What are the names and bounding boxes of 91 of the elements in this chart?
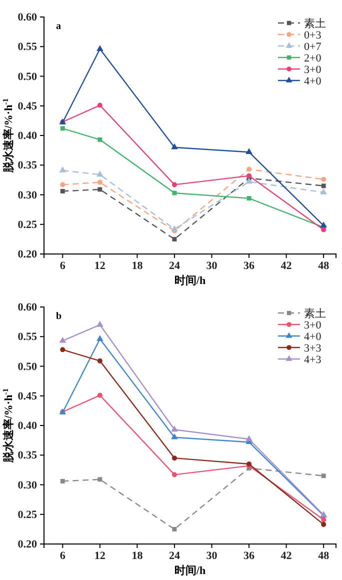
point: [171, 225, 178, 232]
x-tick-label: 24: [168, 550, 180, 562]
point: [246, 148, 252, 154]
point: [321, 522, 326, 527]
y-tick-label: 0.35: [18, 450, 38, 462]
x-tick-label: 24: [168, 260, 180, 272]
legend-label: 素土: [304, 307, 326, 320]
y-tick-label: 0.25: [18, 218, 38, 231]
point: [246, 196, 252, 201]
y-tick-label: 0.20: [18, 538, 38, 551]
y-tick-label: 0.60: [18, 302, 38, 314]
legend-label: 4+0: [304, 76, 322, 88]
x-tick-label: 36: [244, 550, 256, 562]
x-tick-label: 18: [132, 550, 144, 562]
y-tick-label: 0.30: [18, 189, 38, 202]
legend-label: 0+3: [304, 30, 322, 42]
y-tick-label: 0.60: [18, 12, 38, 24]
x-tick-label: 18: [132, 260, 144, 272]
legend-label: 0+7: [304, 41, 322, 53]
chart-title: b: [56, 311, 62, 322]
point: [246, 178, 252, 184]
point: [97, 392, 102, 398]
y-tick-label: 0.30: [18, 479, 38, 492]
y-tick-label: 0.40: [18, 420, 38, 432]
x-tick-label: 48: [318, 260, 330, 272]
point: [246, 166, 252, 172]
point: [172, 472, 177, 478]
point: [60, 347, 66, 352]
point: [60, 126, 65, 131]
x-tick-label: 12: [94, 550, 106, 562]
y-tick-label: 0.25: [18, 508, 38, 521]
y-tick-label: 0.35: [18, 160, 38, 172]
point: [172, 190, 177, 196]
x-tick-label: 6: [60, 260, 66, 272]
legend-label: 2+0: [304, 52, 322, 64]
legend-label: 3+3: [304, 342, 322, 354]
point: [96, 320, 104, 327]
point: [97, 180, 102, 185]
point: [172, 456, 177, 461]
point: [60, 182, 66, 188]
chart-title: a: [56, 21, 61, 32]
y-tick-label: 0.45: [18, 100, 38, 112]
point: [96, 45, 104, 51]
x-tick-label: 30: [206, 260, 218, 272]
point: [98, 187, 102, 192]
point: [98, 477, 102, 482]
point: [246, 173, 252, 178]
point: [97, 358, 102, 364]
point: [172, 236, 177, 242]
x-tick-label: 6: [60, 550, 66, 562]
point: [171, 143, 178, 150]
legend-label: 素土: [304, 17, 326, 30]
point: [59, 336, 66, 343]
x-tick-label: 42: [280, 550, 292, 562]
point: [171, 433, 178, 440]
point: [321, 227, 326, 232]
y-tick-label: 0.50: [18, 70, 38, 83]
point: [60, 478, 65, 484]
point: [96, 335, 104, 341]
point: [321, 176, 326, 182]
x-axis-title: 时间/h: [174, 564, 206, 577]
point: [171, 426, 178, 432]
y-tick-label: 0.50: [18, 360, 38, 373]
point: [320, 188, 327, 194]
point: [60, 188, 65, 194]
point: [321, 184, 326, 188]
point: [98, 137, 102, 142]
y-tick-label: 0.40: [18, 130, 38, 142]
x-axis-title: 时间/h: [174, 274, 206, 287]
point: [246, 435, 252, 442]
point: [59, 166, 66, 172]
point: [321, 474, 326, 478]
legend-label: 4+0: [304, 331, 322, 343]
x-tick-label: 30: [206, 550, 218, 562]
point: [96, 170, 104, 177]
y-tick-label: 0.20: [18, 248, 38, 261]
point: [172, 182, 177, 188]
y-tick-label: 0.55: [18, 41, 38, 54]
y-tick-label: 0.55: [18, 331, 38, 344]
point: [321, 517, 326, 522]
point: [97, 102, 102, 108]
x-tick-label: 12: [94, 260, 106, 272]
legend-label: 4+3: [304, 354, 322, 366]
legend-label: 3+0: [304, 320, 322, 332]
x-tick-label: 42: [280, 260, 292, 272]
point: [172, 526, 177, 532]
legend-label: 3+0: [304, 64, 322, 76]
x-tick-label: 36: [244, 260, 256, 272]
y-tick-label: 0.45: [18, 390, 38, 402]
point: [320, 222, 327, 228]
x-tick-label: 48: [318, 550, 330, 562]
